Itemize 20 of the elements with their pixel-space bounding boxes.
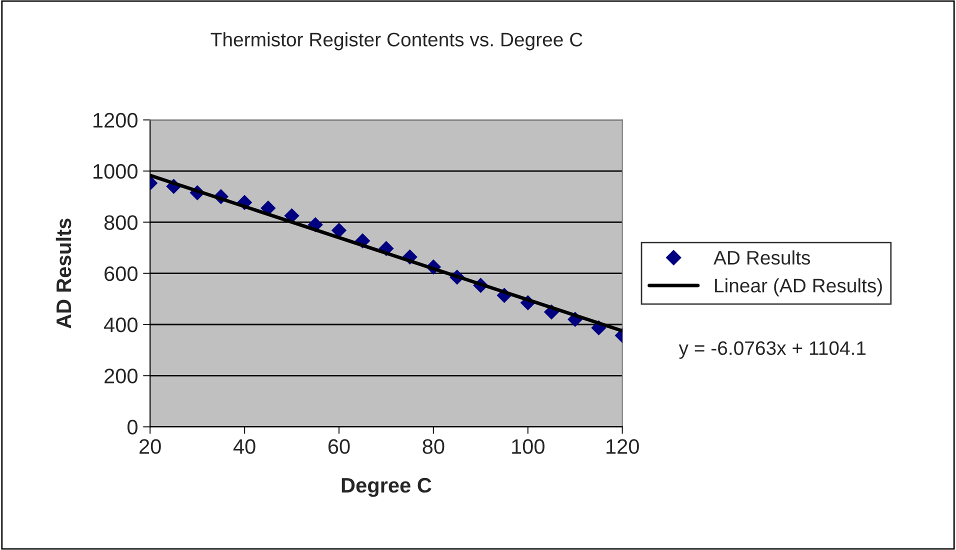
x-tick-label: 60 xyxy=(328,439,350,454)
y-tick-label: 200 xyxy=(104,368,138,384)
point xyxy=(331,222,347,238)
text: y = -6.0763x + 1104.1 xyxy=(678,341,866,359)
legend-label: AD Results xyxy=(714,250,810,265)
legend-label: Linear (AD Results) xyxy=(715,278,882,296)
x-tick-label: 80 xyxy=(422,439,444,454)
y-tick-label: 800 xyxy=(104,215,138,230)
y-tick-label: 1000 xyxy=(94,164,138,179)
y-tick-label: 600 xyxy=(104,266,138,282)
y-tick-label: 1200 xyxy=(94,112,138,128)
chart-title: Thermistor Register Contents vs. Degree C xyxy=(210,32,582,50)
x-tick-label: 20 xyxy=(140,439,161,454)
x-axis-title: Degree C xyxy=(342,478,432,497)
x-tick-label: 100 xyxy=(512,439,544,454)
x-tick-label: 40 xyxy=(233,439,256,454)
y-tick-label: 400 xyxy=(104,318,138,332)
y-axis-title: AD Results xyxy=(56,218,72,328)
x-tick-label: 120 xyxy=(606,439,639,454)
y-tick-label: 0 xyxy=(128,420,138,435)
